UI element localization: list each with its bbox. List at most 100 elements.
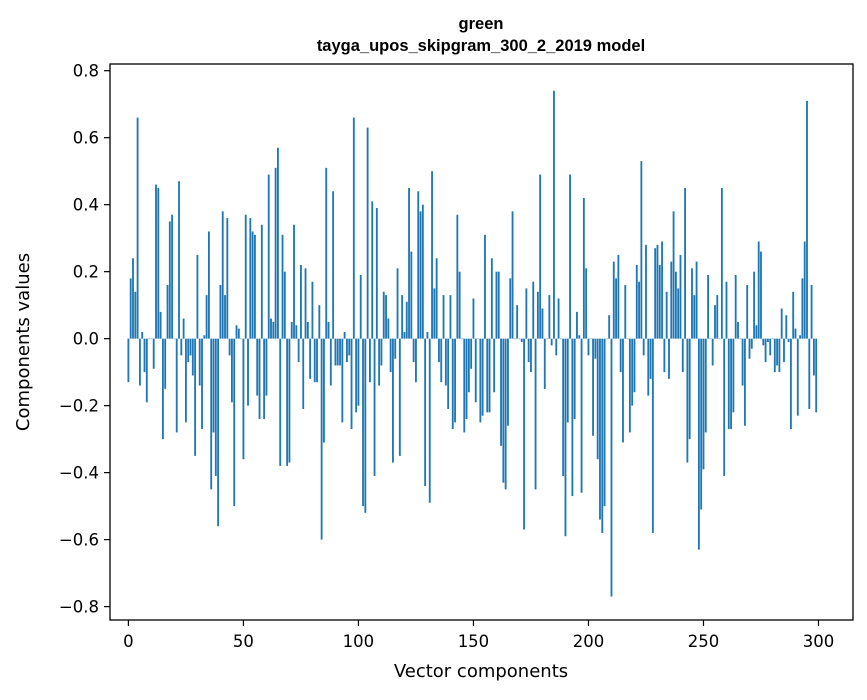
bar-38 [214,338,217,476]
bar-28 [191,338,194,376]
bar-160 [495,271,498,339]
bar-290 [794,328,797,339]
bar-180 [541,308,544,339]
bar-96 [348,338,351,356]
bar-32 [201,338,203,430]
y-tick-label: 0.2 [73,263,99,282]
bar-266 [739,338,742,340]
bar-36 [210,338,213,490]
bar-279 [769,338,772,356]
bar-278 [766,338,769,342]
bar-75 [300,264,302,339]
bar-120 [403,331,406,339]
bar-184 [550,338,553,346]
bar-94 [343,331,346,339]
bar-207 [603,338,606,507]
bar-213 [617,254,620,339]
bar-0 [127,338,130,383]
bar-147 [465,338,468,420]
bar-168 [513,338,516,340]
bar-257 [718,338,721,340]
bar-267 [741,338,744,386]
bar-283 [778,338,781,373]
bar-42 [224,295,226,339]
bar-295 [806,100,808,339]
bar-30 [196,254,199,339]
bar-169 [516,305,519,339]
bar-134 [435,258,438,339]
bar-225 [645,244,647,339]
bar-292 [799,335,802,339]
bar-193 [571,338,574,497]
bar-141 [451,338,454,430]
bar-208 [605,338,608,340]
bar-131 [428,338,431,503]
bar-64 [274,167,277,339]
plot-frame [109,63,854,621]
bar-190 [564,338,567,537]
bar-43 [226,218,229,339]
bar-138 [444,338,447,386]
bar-144 [458,271,461,339]
bar-215 [622,338,624,443]
bar-157 [488,338,491,413]
bar-167 [511,211,514,339]
bar-268 [743,338,746,426]
bar-97 [350,338,353,430]
bar-113 [387,318,390,339]
bar-124 [412,338,415,363]
bar-79 [309,338,312,379]
bar-254 [711,338,714,366]
bar-237 [672,211,675,339]
bar-150 [472,298,475,339]
bar-37 [212,338,215,433]
bar-149 [470,338,473,369]
bar-178 [536,291,539,339]
bar-11 [152,338,155,369]
bar-44 [228,338,231,356]
bar-99 [355,338,358,413]
bar-123 [410,251,413,339]
bar-274 [757,241,760,339]
bar-21 [175,338,178,433]
bar-153 [479,338,482,423]
bar-221 [635,264,638,339]
bar-209 [608,315,611,339]
bar-200 [587,338,590,356]
bar-73 [295,325,298,339]
bar-13 [157,187,160,339]
bar-104 [366,127,369,339]
bar-264 [734,275,737,339]
bar-60 [265,338,268,396]
bar-85 [323,338,325,443]
bar-263 [732,338,735,413]
bar-51 [244,214,247,339]
bar-15 [161,338,164,440]
bar-298 [812,338,815,376]
bar-186 [555,338,558,356]
bar-90 [334,338,337,366]
bar-154 [481,338,484,416]
x-tick-label: 200 [573,632,605,651]
bar-125 [415,338,417,383]
x-axis-label: Vector components [394,661,568,682]
x-ticks: 0 50 100 150 200 250 300 [123,620,834,651]
bar-261 [727,338,730,430]
bar-34 [205,295,208,339]
bar-241 [681,338,684,373]
bar-232 [661,241,663,339]
bar-2 [132,258,134,339]
bar-183 [548,295,551,339]
bar-250 [702,338,705,470]
bar-223 [640,161,643,339]
bar-286 [785,315,788,339]
bar-24 [182,318,185,339]
bar-253 [709,338,712,340]
bar-244 [688,338,691,440]
bar-146 [463,338,466,433]
chart-subtitle: tayga_upos_skipgram_300_2_2019 model [317,37,645,55]
bar-110 [380,338,383,366]
bar-270 [748,338,751,359]
bar-71 [290,321,293,339]
